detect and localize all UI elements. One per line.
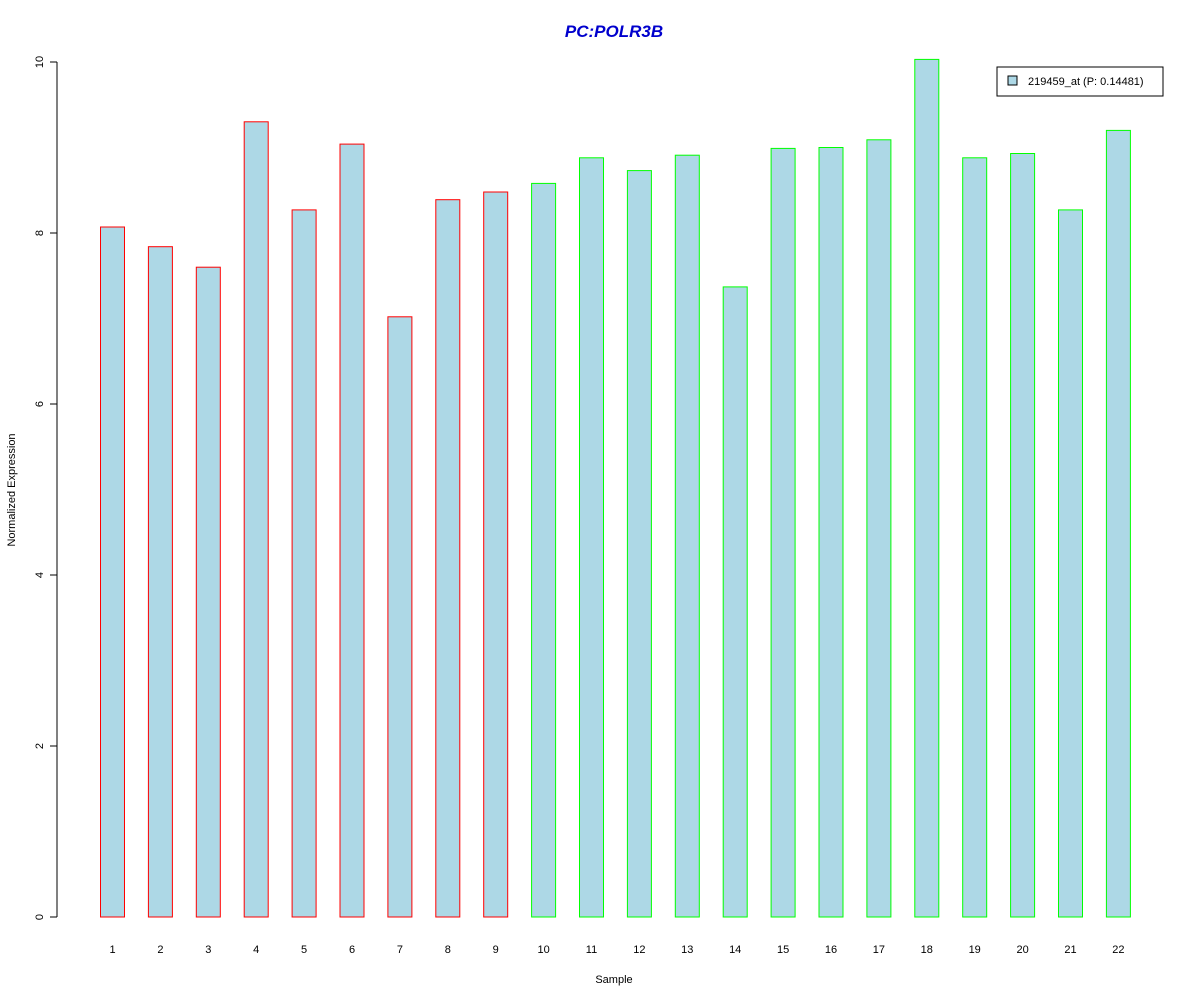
x-tick-label: 8 [445,944,451,956]
bar-sample-17 [866,139,892,918]
legend-label: 219459_at (P: 0.14481) [1028,76,1144,88]
y-axis: 0 2 4 6 8 10 [34,56,58,920]
x-tick-label: 7 [397,944,403,956]
bar-sample-22 [1105,129,1131,918]
bar-sample-16 [818,147,844,918]
bar-sample-12 [626,170,652,918]
x-tick-label: 16 [825,944,837,956]
x-tick-label: 5 [301,944,307,956]
legend: 219459_at (P: 0.14481) [996,66,1164,97]
x-tick-label: 12 [633,944,645,956]
x-tick-label: 10 [537,944,549,956]
bar-sample-21 [1058,209,1083,918]
x-axis-label: Sample [595,974,632,986]
bar-sample-11 [579,157,604,918]
y-axis-label: Normalized Expression [6,433,18,546]
bar-sample-9 [483,191,509,918]
x-tick-label: 1 [109,944,115,956]
chart-title: PC:POLR3B [565,22,663,41]
bar-sample-7 [387,316,413,918]
y-tick-label: 2 [34,743,46,749]
legend-swatch [1007,75,1018,86]
x-tick-label: 13 [681,944,693,956]
y-tick-label: 4 [34,572,46,578]
x-tick-label: 4 [253,944,259,956]
x-tick-label: 11 [586,944,597,956]
bar-sample-6 [339,143,365,918]
bar-sample-2 [147,246,173,918]
x-tick-label: 9 [493,944,499,956]
x-tick-label: 6 [349,944,355,956]
bar-sample-13 [674,154,700,918]
bar-sample-15 [770,147,796,918]
x-tick-label: 15 [777,944,789,956]
bar-sample-14 [722,286,748,918]
y-tick-label: 0 [34,914,46,920]
x-tick-label: 3 [205,944,211,956]
bars-group [100,58,1131,918]
x-tick-label: 17 [873,944,885,956]
x-tick-label: 14 [729,944,741,956]
x-tick-labels: 1 2 3 4 5 6 7 8 9 10 11 12 13 14 15 16 17 18 19 20 21 22 [109,944,1124,956]
y-tick-label: 8 [34,230,46,236]
x-tick-label: 2 [157,944,163,956]
y-tick-label: 6 [34,401,46,407]
bar-sample-4 [243,121,269,918]
y-tick-label: 10 [34,56,46,68]
bar-sample-19 [962,157,988,918]
x-tick-label: 21 [1064,944,1076,956]
bar-sample-8 [435,199,461,918]
bar-sample-10 [531,182,557,918]
bar-sample-5 [291,209,317,918]
x-tick-label: 18 [921,944,933,956]
x-tick-label: 19 [969,944,981,956]
x-tick-label: 22 [1112,944,1124,956]
legend-box [996,66,1164,97]
x-tick-label: 20 [1016,944,1028,956]
bar-sample-18 [914,58,940,918]
bar-sample-3 [195,266,221,918]
bar-sample-20 [1010,153,1036,918]
bar-sample-1 [100,226,125,918]
